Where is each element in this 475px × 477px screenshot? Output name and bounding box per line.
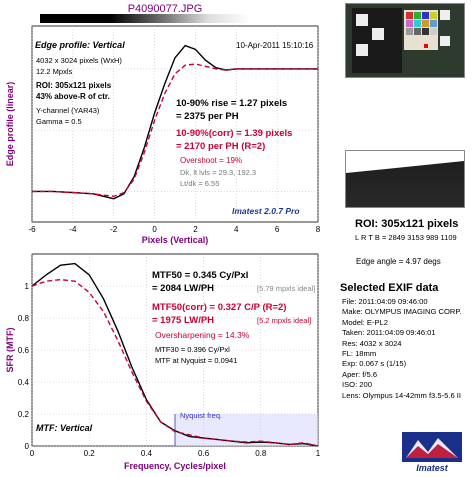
- mtf50-text: MTF50 = 0.345 Cy/Pxl: [152, 270, 248, 281]
- exif-res: Res: 4032 x 3024: [342, 338, 402, 348]
- roi-coords: L R T B = 2849 3153 989 1109: [355, 233, 457, 242]
- mtf-panel-title: MTF: Vertical: [36, 423, 93, 433]
- edge-x-tick: 0: [152, 225, 157, 234]
- mtf50-lw-text: = 2084 LW/PH: [152, 283, 214, 294]
- exif-list: File: 2011:04:09 09:46:00 Make: OLYMPUS …: [342, 297, 462, 401]
- mtf-x-tick: 0: [30, 449, 35, 458]
- edge-date: 10-Apr-2011 15:10:16: [236, 41, 314, 50]
- exif-make: Make: OLYMPUS IMAGING CORP.: [342, 307, 462, 317]
- edge-x-tick: 4: [234, 225, 239, 234]
- mtf-nyquist-fill: [174, 414, 318, 446]
- gradient-strip: [40, 14, 320, 23]
- mtf-y-tick: 0.6: [18, 346, 30, 355]
- rise-text: 10-90% rise = 1.27 pixels: [176, 98, 287, 109]
- edge-xlabel: Pixels (Vertical): [142, 235, 209, 245]
- mtf-xlabel: Frequency, Cycles/pixel: [124, 461, 226, 471]
- edge-x-tick: -4: [69, 225, 77, 234]
- mtf-series: [31, 262, 319, 447]
- mtf-x-tick: 0.8: [255, 449, 267, 458]
- mtf-y-tick: 0: [25, 442, 30, 451]
- mtf-chart: 0 0.2 0.4 0.6 0.8 1 0 0.2 0.4 0.6 0.8 1 MTF50 = 0.3…: [5, 253, 321, 471]
- edge-series-line: [32, 63, 318, 198]
- logo-text: Imatest: [416, 463, 449, 472]
- scene-thumbnail: [345, 3, 465, 78]
- nyquist-box: [175, 414, 318, 446]
- corr-per-ph-text: = 2170 per PH (R=2): [176, 141, 265, 152]
- mtf-y-tick: 0.4: [18, 378, 30, 387]
- mtf-x-tick: 1: [316, 449, 321, 458]
- edge-series: [32, 44, 318, 200]
- mtf-x-tick: 0.2: [84, 449, 96, 458]
- edge-ylabel: Edge profile (linear): [5, 82, 15, 167]
- mtf50-corr-ideal-text: [5.2 mpxls ideal]: [257, 316, 311, 325]
- mtf50-corr-lw-text: = 1975 LW/PH: [152, 315, 214, 326]
- mtf-y-tick: 0.8: [18, 314, 30, 323]
- overshoot-text: Overshoot = 19%: [180, 156, 242, 165]
- edge-x-tick: -2: [110, 225, 118, 234]
- mtf-ylabel: SFR (MTF): [5, 328, 15, 373]
- mtf-grid: [31, 254, 319, 447]
- exif-lens: Lens: Olympus 14-42mm f3.5-5.6 II: [342, 390, 462, 400]
- mtf30-text: MTF30 = 0.396 Cy/Pxl: [155, 345, 230, 354]
- exif-exp: Exp: 0.067 s (1/15): [342, 359, 407, 369]
- imatest-logo: Imatest: [402, 432, 462, 473]
- gamma-line: Gamma = 0.5: [36, 117, 82, 126]
- mtf-series-line: [31, 278, 319, 447]
- edge-x-tick: 8: [316, 225, 321, 234]
- nyquist-label: Nyquist freq.: [180, 411, 222, 420]
- roi-position-line: 43% above-R of ctr.: [36, 92, 110, 101]
- exif-model: Model: E-PL2: [342, 317, 389, 327]
- mtf50-ideal-text: [5.79 mpxls ideal]: [257, 284, 315, 293]
- exif-title: Selected EXIF data: [340, 282, 439, 294]
- exif-iso: ISO: 200: [342, 380, 372, 390]
- edge-x-tick: 6: [275, 225, 280, 234]
- mtf50-corr-text: MTF50(corr) = 0.327 C/P (R=2): [152, 302, 286, 313]
- rise-per-ph-text: = 2375 per PH: [176, 111, 239, 122]
- roi-crop-image: [345, 150, 465, 208]
- file-title: P4090077.JPG: [127, 3, 203, 15]
- lt-dk-text: Lt/dk = 6.55: [180, 179, 219, 188]
- channel-line: Y-channel (YAR43): [36, 106, 100, 115]
- exif-aper: Aper: f/5.6: [342, 369, 378, 379]
- mtf-x-tick: 0.6: [198, 449, 210, 458]
- corr-rise-text: 10-90%(corr) = 1.39 pixels: [176, 128, 292, 139]
- edge-angle: Edge angle = 4.97 degs: [356, 257, 441, 266]
- levels-text: Dk, lt lvls = 29.3, 192.3: [180, 168, 256, 177]
- oversharpening-text: Oversharpening = 14.3%: [155, 330, 250, 340]
- mtf-nyquist-text: MTF at Nyquist = 0.0941: [155, 356, 237, 365]
- mpxls-line: 12.2 Mpxls: [36, 67, 73, 76]
- roi-title: ROI: 305x121 pixels: [355, 218, 459, 230]
- mtf-tick-labels: 0 0.2 0.4 0.6 0.8 1 0 0.2 0.4 0.6 0.8 1: [18, 282, 321, 458]
- mtf-y-tick: 1: [25, 282, 30, 291]
- exif-fl: FL: 18mm: [342, 349, 377, 359]
- edge-tick-labels: -6 -4 -2 0 2 4 6 8: [28, 225, 320, 234]
- edge-profile-chart: -6 -4 -2 0 2 4 6 8 Edge profile: Vertical 10-Ap…: [5, 25, 321, 245]
- mtf-x-tick: 0.4: [141, 449, 153, 458]
- edge-x-tick: 2: [193, 225, 198, 234]
- exif-file: File: 2011:04:09 09:46:00: [342, 297, 428, 306]
- roi-line: ROI: 305x121 pixels: [36, 81, 112, 90]
- version-text: Imatest 2.0.7 Pro: [232, 206, 300, 216]
- edge-panel-title: Edge profile: Vertical: [35, 40, 125, 50]
- exif-taken: Taken: 2011:04:09 09:46:01: [342, 328, 436, 338]
- image-size-line: 4032 x 3024 pixels (WxH): [36, 56, 122, 65]
- mtf-y-tick: 0.2: [18, 410, 30, 419]
- edge-x-tick: -6: [28, 225, 36, 234]
